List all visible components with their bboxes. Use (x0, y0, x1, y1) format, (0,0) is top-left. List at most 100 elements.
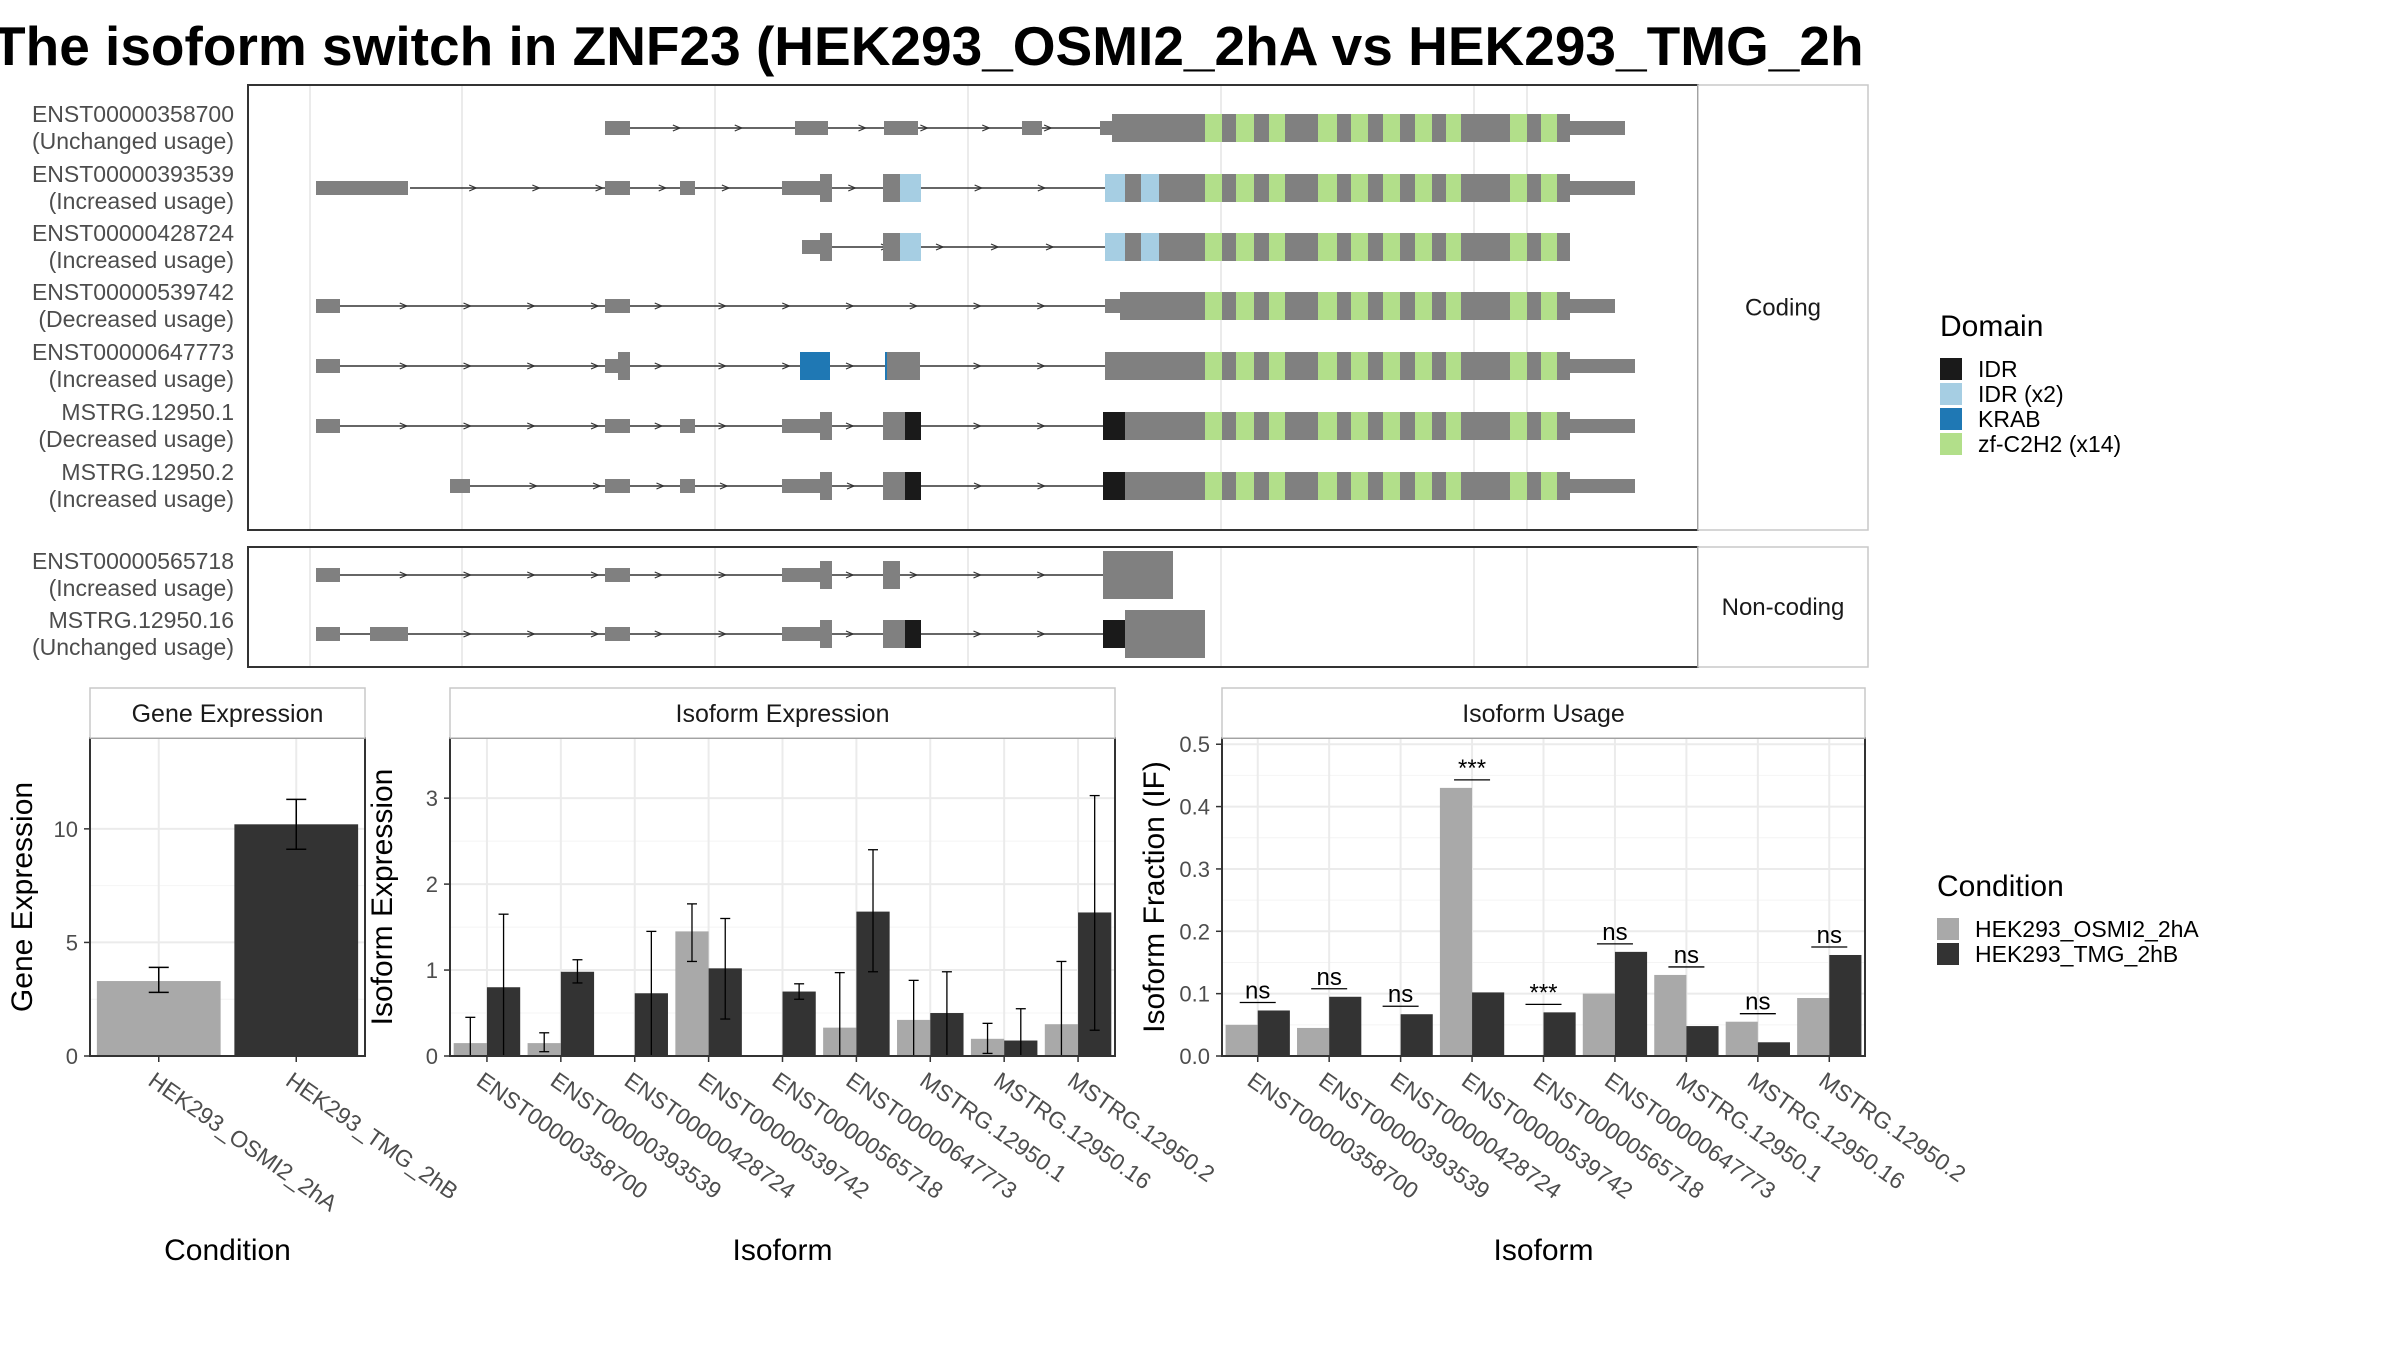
cds-exon (1383, 114, 1400, 142)
cds-exon (820, 233, 832, 261)
cds-exon (1205, 412, 1222, 440)
chart0-ytick-label: 0 (66, 1044, 78, 1069)
chart2-ytick-label: 0.2 (1179, 919, 1210, 944)
isoform-id-label: ENST00000539742 (32, 279, 234, 305)
intron-arrow (973, 302, 983, 310)
cds-exon (883, 174, 900, 202)
intron-arrow (973, 422, 983, 430)
utr-exon (605, 359, 618, 373)
chart1-ytick-label: 0 (426, 1044, 438, 1069)
chart2-ytick-label: 0.4 (1179, 795, 1210, 820)
chart2-significance-label: ns (1745, 989, 1770, 1016)
utr-exon (316, 419, 340, 433)
facet-strip (1697, 84, 1869, 531)
intron-arrow (463, 422, 473, 430)
intron-arrow (1043, 124, 1053, 132)
intron-arrow (845, 302, 855, 310)
utr-exon (605, 181, 630, 195)
domain-legend-label: IDR (x2) (1978, 381, 2064, 407)
isoform-id-label: ENST00000565718 (32, 548, 234, 574)
cds-exon (1541, 412, 1557, 440)
chart2-significance-label: ns (1602, 919, 1627, 946)
intron-arrow (399, 422, 409, 430)
intron-arrow (527, 571, 536, 579)
cds-exon (1205, 233, 1222, 261)
cds-exon (1351, 472, 1368, 500)
cds-exon (1205, 352, 1222, 380)
utr-exon (1570, 359, 1635, 373)
chart2-bar (1297, 1027, 1330, 1056)
intron-arrow (1037, 571, 1046, 579)
chart2-bar (1686, 1026, 1719, 1056)
cds-exon (1236, 233, 1254, 261)
cds-exon (1415, 412, 1432, 440)
cds-exon (1541, 174, 1557, 202)
chart2-ytick-label: 0.1 (1179, 982, 1210, 1007)
intron-arrow (721, 184, 731, 192)
chart1-bar (782, 991, 816, 1056)
intron-arrow (718, 571, 728, 579)
utr-exon (1570, 121, 1625, 135)
cds-exon (1510, 352, 1527, 380)
isoform-usage-label: (Increased usage) (49, 575, 234, 601)
intron-arrow (719, 482, 729, 490)
chart2-significance-label: ns (1245, 977, 1270, 1004)
cds-exon (1446, 292, 1461, 320)
cds-exon (1269, 114, 1285, 142)
intron-arrow (718, 362, 728, 370)
chart0-strip-title: Gene Expression (132, 700, 324, 728)
isoform-usage-label: (Unchanged usage) (32, 128, 234, 154)
intron-arrow (463, 571, 473, 579)
intron-arrow (527, 362, 536, 370)
utr-exon (605, 479, 630, 493)
condition-legend-label: HEK293_OSMI2_2hA (1975, 916, 2199, 942)
cds-exon (1236, 292, 1254, 320)
intron-arrow (1037, 422, 1046, 430)
isoform-id-label: ENST00000393539 (32, 161, 234, 187)
utr-exon (316, 299, 340, 313)
cds-exon (1120, 292, 1570, 320)
chart2-significance-label: ns (1316, 964, 1341, 991)
facet-strip (1697, 546, 1869, 668)
cds-exon (1510, 412, 1527, 440)
isoform-id-label: MSTRG.12950.16 (49, 607, 234, 633)
chart2-bar (1257, 1010, 1290, 1056)
utr-exon (782, 419, 820, 433)
utr-exon (316, 627, 340, 641)
chart2-bar (1329, 996, 1362, 1056)
intron-arrow (463, 362, 473, 370)
cds-exon (1236, 412, 1254, 440)
chart2-strip (1221, 687, 1866, 739)
intron-arrow (399, 571, 409, 579)
intron-arrow (672, 124, 682, 132)
intron-arrow (982, 124, 991, 132)
facet-strip-label: Coding (1745, 295, 1821, 322)
isoform-usage-label: (Increased usage) (49, 247, 234, 273)
intron-arrow (973, 571, 983, 579)
cds-exon (1103, 412, 1125, 440)
chart1-yaxis-title: Isoform Expression (366, 769, 399, 1026)
isoform-usage-label: (Unchanged usage) (32, 634, 234, 660)
chart2-bar (1797, 998, 1830, 1056)
chart0-bar (96, 981, 221, 1056)
intron-arrow (590, 571, 600, 579)
cds-exon (1383, 472, 1400, 500)
utr-exon (605, 299, 630, 313)
chart2-bar (1439, 787, 1473, 1056)
chart2-bar (1614, 951, 1648, 1056)
chart1-strip (449, 687, 1116, 739)
chart2-bar (1472, 992, 1505, 1056)
chart0-yaxis-title: Gene Expression (6, 782, 39, 1012)
chart2-bar (1829, 954, 1862, 1056)
chart1-xaxis-title: Isoform (732, 1234, 832, 1267)
cds-exon (1103, 620, 1125, 648)
cds-exon (1510, 472, 1527, 500)
cds-exon (1415, 174, 1432, 202)
intron-arrow (973, 482, 983, 490)
cds-exon (1269, 352, 1285, 380)
intron-arrow (1045, 243, 1055, 251)
cds-exon (1415, 233, 1432, 261)
cds-exon (883, 412, 905, 440)
utr-exon (605, 627, 630, 641)
isoform-usage-label: (Decreased usage) (38, 426, 234, 452)
